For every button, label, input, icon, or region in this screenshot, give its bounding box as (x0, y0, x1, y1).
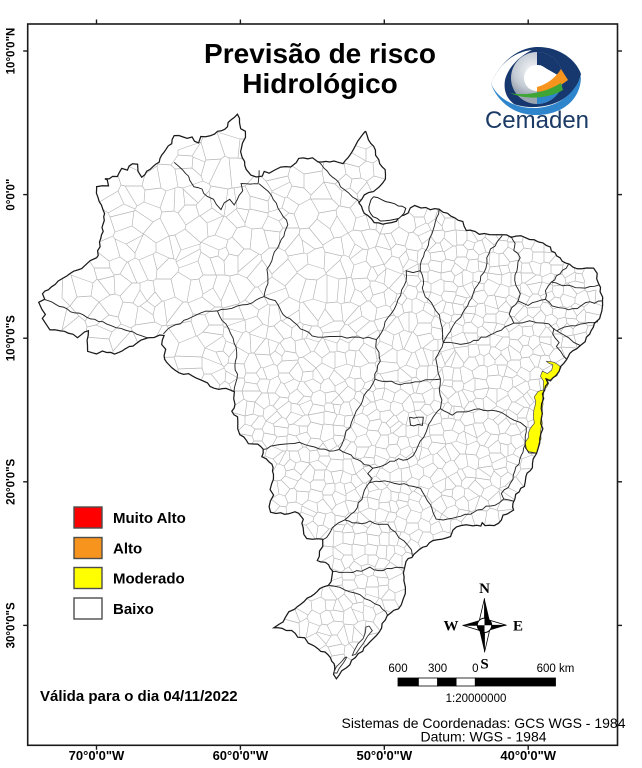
svg-text:Datum: WGS - 1984: Datum: WGS - 1984 (420, 729, 546, 745)
svg-text:30°0'0"S: 30°0'0"S (6, 602, 18, 648)
svg-text:60°0'0"W: 60°0'0"W (213, 748, 269, 763)
svg-text:50°0'0"W: 50°0'0"W (356, 748, 412, 763)
svg-text:20°0'0"S: 20°0'0"S (6, 458, 18, 504)
svg-text:Moderado: Moderado (113, 571, 185, 588)
svg-text:0°0'0": 0°0'0" (6, 179, 18, 211)
svg-text:Hidrológico: Hidrológico (242, 68, 398, 99)
svg-text:Cemaden: Cemaden (485, 107, 589, 134)
svg-text:Previsão de risco: Previsão de risco (204, 38, 436, 69)
svg-text:10°0'0"N: 10°0'0"N (6, 28, 18, 75)
svg-text:40°0'0"W: 40°0'0"W (500, 748, 556, 763)
svg-text:Alto: Alto (113, 541, 142, 558)
svg-text:Muito Alto: Muito Alto (113, 510, 186, 527)
svg-text:Válida para o dia 04/11/2022: Válida para o dia 04/11/2022 (40, 688, 238, 705)
svg-text:Sistemas de Coordenadas: GCS W: Sistemas de Coordenadas: GCS WGS - 1984 (341, 715, 625, 731)
svg-text:W: W (444, 618, 459, 634)
svg-text:600 km: 600 km (537, 663, 575, 675)
svg-text:0: 0 (472, 663, 478, 675)
svg-text:10°0'0"S: 10°0'0"S (6, 315, 18, 361)
svg-text:600: 600 (388, 663, 407, 675)
svg-text:S: S (480, 656, 488, 672)
svg-text:1:20000000: 1:20000000 (446, 693, 507, 705)
svg-text:E: E (513, 618, 523, 634)
svg-text:70°0'0"W: 70°0'0"W (69, 748, 125, 763)
svg-text:N: N (479, 581, 490, 597)
svg-text:Baixo: Baixo (113, 601, 154, 618)
svg-text:300: 300 (428, 663, 447, 675)
